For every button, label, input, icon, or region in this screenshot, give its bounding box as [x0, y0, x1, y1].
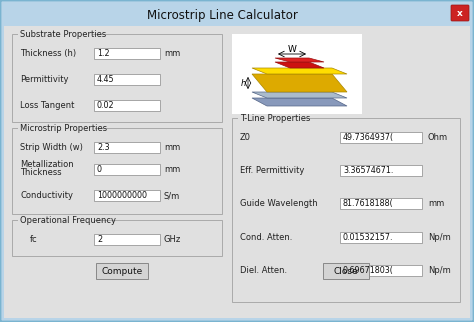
Text: Strip Width (w): Strip Width (w)	[20, 143, 83, 152]
Text: 1000000000: 1000000000	[97, 191, 147, 200]
Bar	[94, 142, 160, 153]
Polygon shape	[252, 68, 347, 74]
Text: 1.2: 1.2	[97, 49, 109, 58]
Text: fc: fc	[30, 235, 37, 244]
Polygon shape	[252, 74, 347, 92]
Bar	[238, 114, 301, 122]
Text: x: x	[457, 8, 463, 17]
Bar	[94, 74, 160, 85]
Bar	[94, 48, 160, 59]
Polygon shape	[275, 58, 324, 62]
Text: Eff. Permittivity: Eff. Permittivity	[240, 166, 304, 175]
Bar	[18, 216, 95, 224]
Text: 49.7364937(: 49.7364937(	[343, 133, 394, 142]
Text: 2: 2	[97, 235, 102, 244]
Text: 3.36574671.: 3.36574671.	[343, 166, 393, 175]
Bar	[12, 34, 222, 122]
Text: mm: mm	[428, 199, 444, 208]
FancyBboxPatch shape	[323, 263, 369, 279]
Text: mm: mm	[164, 165, 180, 174]
Text: 0.01532157.: 0.01532157.	[343, 232, 393, 242]
Text: 2.3: 2.3	[97, 143, 109, 152]
Text: Thickness (h): Thickness (h)	[20, 49, 76, 58]
Bar	[232, 34, 362, 114]
Text: Thickness: Thickness	[20, 167, 62, 176]
Bar	[12, 128, 222, 214]
Bar	[94, 234, 160, 245]
Polygon shape	[252, 92, 347, 98]
Text: Cond. Atten.: Cond. Atten.	[240, 232, 292, 242]
Bar	[340, 265, 422, 276]
Bar	[94, 100, 160, 111]
Text: Guide Wavelength: Guide Wavelength	[240, 199, 318, 208]
Text: Metallization: Metallization	[20, 159, 73, 168]
Text: Microstrip Properties: Microstrip Properties	[20, 124, 107, 132]
Text: Loss Tangent: Loss Tangent	[20, 101, 74, 110]
Text: Compute: Compute	[101, 267, 143, 276]
Bar	[94, 190, 160, 201]
Text: 0: 0	[97, 165, 102, 174]
Bar	[340, 165, 422, 176]
Text: mm: mm	[164, 143, 180, 152]
Bar	[12, 220, 222, 256]
Text: Microstrip Line Calculator: Microstrip Line Calculator	[146, 8, 298, 22]
Bar	[18, 124, 95, 132]
Text: Z0: Z0	[240, 133, 251, 142]
Text: S/m: S/m	[164, 191, 180, 200]
Bar	[94, 164, 160, 175]
Text: 0.69671803(: 0.69671803(	[343, 266, 394, 275]
Bar	[18, 30, 92, 38]
Text: Np/m: Np/m	[428, 232, 451, 242]
Bar	[340, 132, 422, 143]
Text: h: h	[240, 79, 246, 88]
Text: mm: mm	[164, 49, 180, 58]
Text: Np/m: Np/m	[428, 266, 451, 275]
Text: Operational Frequency: Operational Frequency	[20, 215, 116, 224]
FancyBboxPatch shape	[451, 5, 469, 21]
Bar	[340, 232, 422, 242]
Bar	[4, 4, 470, 26]
Text: W: W	[288, 44, 296, 53]
Text: 81.7618188(: 81.7618188(	[343, 199, 393, 208]
Bar	[232, 118, 460, 302]
Polygon shape	[275, 62, 324, 68]
Bar	[340, 198, 422, 209]
Text: Close: Close	[334, 267, 358, 276]
Text: 0.02: 0.02	[97, 101, 115, 110]
Polygon shape	[252, 98, 347, 106]
Text: Substrate Properties: Substrate Properties	[20, 30, 106, 39]
Text: Conductivity: Conductivity	[20, 191, 73, 200]
Text: Permittivity: Permittivity	[20, 75, 69, 84]
FancyBboxPatch shape	[96, 263, 148, 279]
Text: Ohm: Ohm	[428, 133, 448, 142]
Text: 4.45: 4.45	[97, 75, 115, 84]
Text: Diel. Atten.: Diel. Atten.	[240, 266, 287, 275]
Text: T-Line Properties: T-Line Properties	[240, 113, 310, 122]
Text: GHz: GHz	[164, 235, 181, 244]
